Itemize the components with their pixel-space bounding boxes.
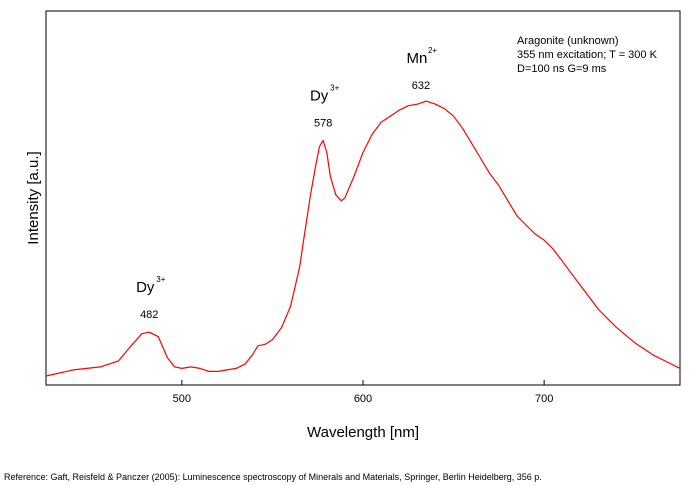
reference-text: Reference: Gaft, Reisfeld & Panczer (200… bbox=[4, 472, 542, 482]
peak-label: 632 Mn 2+ bbox=[407, 46, 438, 92]
peak-ion: Mn bbox=[407, 50, 428, 67]
peak-charge: 2+ bbox=[428, 46, 437, 55]
annotation-line-1: Aragonite (unknown) bbox=[517, 35, 619, 47]
peak-wavelength: 632 bbox=[412, 80, 430, 92]
x-axis-label: Wavelength [nm] bbox=[307, 424, 419, 441]
y-axis-label: Intensity [a.u.] bbox=[25, 151, 42, 244]
x-tick-label: 500 bbox=[173, 393, 191, 405]
peak-charge: 3+ bbox=[330, 83, 339, 92]
peak-charge: 3+ bbox=[156, 275, 165, 284]
spectrum-line bbox=[45, 100, 681, 377]
peak-wavelength: 578 bbox=[314, 117, 332, 129]
x-tick-label: 700 bbox=[535, 393, 553, 405]
x-tick-label: 600 bbox=[354, 393, 372, 405]
peak-wavelength: 482 bbox=[140, 309, 158, 321]
peak-label: 482 Dy 3+ bbox=[136, 275, 166, 321]
annotation-line-3: D=100 ns G=9 ms bbox=[517, 63, 607, 75]
x-axis-ticks: 500 600 700 bbox=[173, 380, 553, 405]
series-layer bbox=[45, 100, 681, 377]
peak-ion: Dy bbox=[310, 87, 329, 104]
annotation-line-2: 355 nm excitation; T = 300 K bbox=[517, 49, 658, 61]
peak-ion: Dy bbox=[136, 279, 155, 296]
peak-label: 578 Dy 3+ bbox=[310, 83, 340, 129]
